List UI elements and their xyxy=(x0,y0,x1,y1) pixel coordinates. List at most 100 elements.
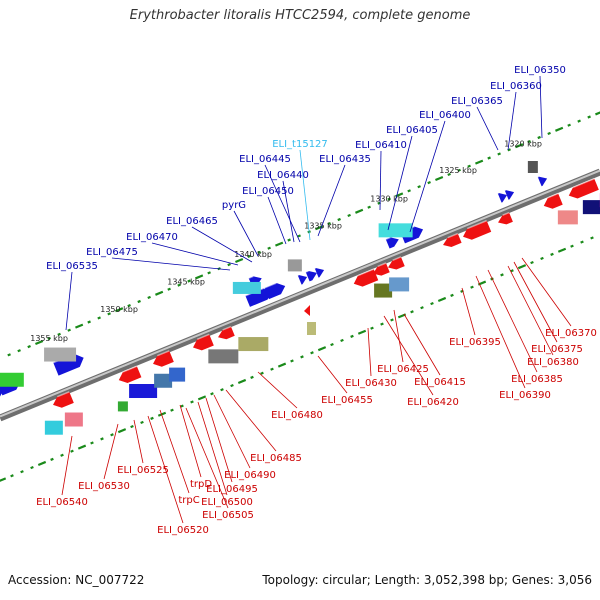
reverse-gene-block xyxy=(307,322,316,335)
forward-gene-leader xyxy=(299,149,311,241)
forward-gene-leader xyxy=(282,180,295,243)
lower-tick xyxy=(140,420,144,425)
reverse-gene-leader xyxy=(317,355,348,394)
forward-gene-leader xyxy=(111,257,231,271)
upper-tick xyxy=(447,172,451,176)
lower-tick xyxy=(100,437,104,441)
reverse-gene-label: ELI_06370 xyxy=(545,328,597,339)
reverse-gene-leader xyxy=(513,261,558,343)
lower-tick xyxy=(450,293,454,297)
upper-tick xyxy=(235,257,244,264)
lower-tick xyxy=(77,444,87,450)
reverse-gene-arrow xyxy=(498,211,513,225)
backbone-line xyxy=(0,168,600,422)
lower-tick xyxy=(250,375,254,379)
lower-tick xyxy=(517,264,527,270)
upper-tick xyxy=(7,353,11,357)
reverse-gene-leader xyxy=(507,265,554,356)
lower-tick xyxy=(60,453,64,457)
upper-tick xyxy=(475,159,484,165)
reverse-gene-leader xyxy=(461,287,476,336)
upper-tick xyxy=(355,208,364,214)
upper-tick xyxy=(107,312,111,316)
reverse-gene-leader xyxy=(213,394,251,469)
forward-gene-label: ELI_06360 xyxy=(490,81,542,92)
reverse-gene-label: ELI_06540 xyxy=(36,497,88,508)
upper-tick xyxy=(137,299,141,304)
lower-tick xyxy=(350,334,354,338)
upper-tick xyxy=(257,250,261,254)
reverse-gene-arrow xyxy=(388,256,405,270)
backbone-highlight xyxy=(0,169,600,418)
forward-gene-label: ELI_06435 xyxy=(319,154,371,165)
forward-gene-block xyxy=(378,223,413,238)
reverse-gene-label: ELI_06455 xyxy=(321,395,373,406)
upper-tick xyxy=(87,320,91,324)
reverse-gene-block xyxy=(374,283,393,298)
lower-tick xyxy=(470,285,474,289)
lower-tick xyxy=(30,465,34,470)
lower-tick xyxy=(437,296,447,302)
reverse-gene-leader xyxy=(225,389,277,452)
upper-tick xyxy=(497,152,501,156)
upper-tick xyxy=(155,290,164,296)
upper-tick xyxy=(527,140,531,144)
reverse-gene-leader xyxy=(367,327,372,377)
upper-tick xyxy=(247,254,251,258)
lower-tick xyxy=(157,411,167,417)
forward-gene-label: ELI_06350 xyxy=(514,65,566,76)
forward-gene-label: ELI_06440 xyxy=(257,170,309,181)
lower-tick xyxy=(570,244,574,248)
forward-gene-arrow xyxy=(314,267,325,278)
lower-tick xyxy=(370,326,374,330)
forward-gene-arrow xyxy=(297,274,308,285)
forward-gene-label: pyrG xyxy=(222,200,246,211)
upper-tick xyxy=(35,339,44,346)
upper-tick xyxy=(567,123,571,127)
forward-gene-leader xyxy=(387,135,413,231)
lower-tick xyxy=(70,449,74,453)
reverse-gene-leader xyxy=(159,409,190,494)
reverse-gene-block xyxy=(154,373,173,388)
upper-tick xyxy=(337,217,341,222)
reverse-gene-block xyxy=(238,337,269,352)
upper-tick xyxy=(287,238,291,242)
forward-gene-block xyxy=(44,347,77,362)
gene-labels: ELI_06350 ELI_06360 ELI_06365 ELI_06400 ELI_… xyxy=(36,65,597,536)
lower-tick xyxy=(380,322,384,326)
lower-tick xyxy=(430,301,434,306)
reverse-gene-label: ELI_06380 xyxy=(527,357,579,368)
upper-tick xyxy=(347,213,351,217)
lower-tick xyxy=(317,346,327,352)
lower-tick xyxy=(357,329,367,335)
lower-tick xyxy=(230,383,234,388)
gene-features xyxy=(0,160,600,435)
reverse-gene-label: ELI_06385 xyxy=(511,374,563,385)
forward-gene-leader xyxy=(191,226,253,263)
reverse-gene-label: ELI_06520 xyxy=(157,525,209,536)
reverse-gene-arrow xyxy=(53,391,74,408)
kbp-tick-label: 1325 kbp xyxy=(439,166,477,175)
upper-tick xyxy=(457,168,461,172)
genome-summary: Topology: circular; Length: 3,052,398 bp… xyxy=(262,573,592,587)
forward-gene-leader xyxy=(317,164,346,237)
reverse-gene-arrow xyxy=(153,350,174,367)
reverse-gene-label: ELI_06375 xyxy=(531,344,583,355)
forward-gene-label: ELI_06465 xyxy=(166,216,218,227)
upper-tick xyxy=(387,197,391,201)
forward-gene-leader xyxy=(264,164,301,243)
upper-tick xyxy=(555,126,564,132)
forward-gene-leader xyxy=(267,196,287,245)
reverse-gene-leader xyxy=(521,257,572,327)
kbp-tick-label: 1355 kbp xyxy=(30,334,68,343)
upper-tick xyxy=(507,148,511,152)
lower-tick xyxy=(300,355,304,359)
upper-tick xyxy=(17,349,21,353)
reverse-gene-leader xyxy=(197,401,228,496)
upper-tick xyxy=(147,295,151,299)
lower-tick xyxy=(190,400,194,404)
lower-tick xyxy=(210,392,214,396)
lower-tick xyxy=(0,477,7,482)
lower-tick xyxy=(20,470,24,474)
reverse-gene-leader xyxy=(403,313,441,376)
